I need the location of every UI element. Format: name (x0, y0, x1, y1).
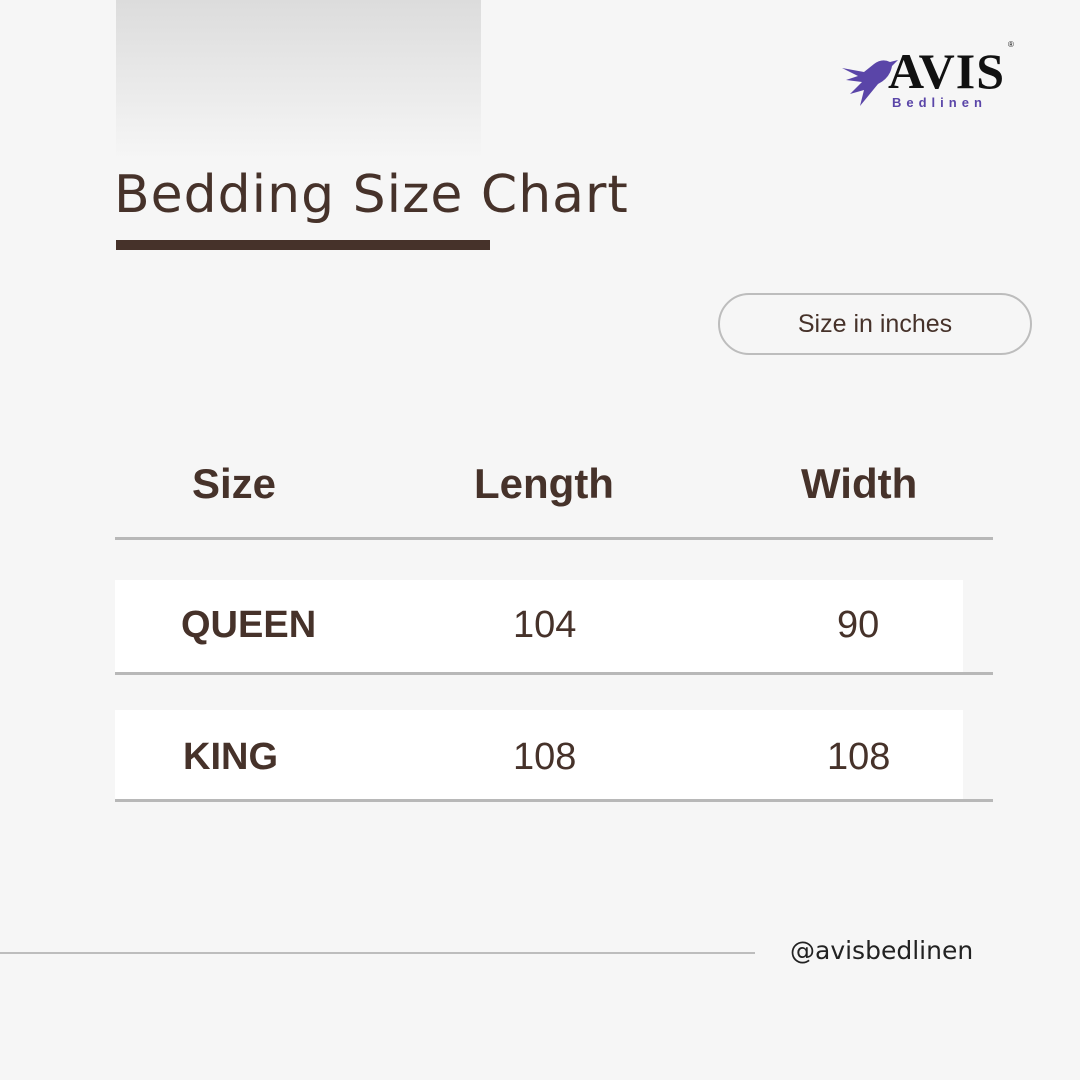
brand-subtitle: Bedlinen (892, 95, 987, 110)
header-size: Size (192, 460, 277, 507)
units-badge: Size in inches (718, 293, 1032, 355)
header-divider (115, 537, 993, 540)
bird-icon (842, 60, 898, 106)
title-underline (116, 240, 490, 250)
brand-logo: AVIS ® Bedlinen (840, 40, 1020, 115)
width-cell: 90 (837, 604, 880, 646)
header-width: Width (801, 460, 918, 507)
header-photo (116, 0, 481, 160)
header-length: Length (474, 460, 614, 507)
size-cell: QUEEN (181, 604, 317, 646)
width-cell: 108 (827, 736, 891, 778)
footer-divider (0, 952, 755, 954)
page-title: Bedding Size Chart (114, 165, 629, 225)
length-cell: 104 (513, 604, 577, 646)
registered-mark: ® (1008, 40, 1014, 49)
table-row: QUEEN 104 90 (115, 580, 963, 672)
brand-name: AVIS (888, 43, 1006, 99)
length-cell: 108 (513, 736, 577, 778)
row-divider (115, 672, 993, 675)
social-handle: @avisbedlinen (790, 936, 974, 965)
size-cell: KING (183, 736, 278, 778)
row-divider (115, 799, 993, 802)
table-row: KING 108 108 (115, 710, 963, 802)
